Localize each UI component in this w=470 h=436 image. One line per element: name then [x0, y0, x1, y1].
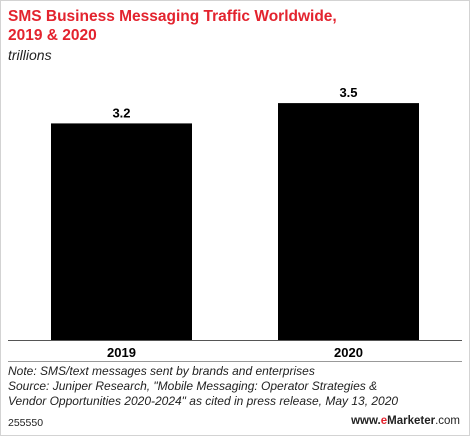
brand-logo[interactable]: www.eMarketer.com	[351, 415, 460, 427]
bar-2019	[51, 123, 192, 340]
data-label-2019: 3.2	[112, 105, 130, 120]
x-tick-label-2020: 2020	[334, 345, 363, 360]
chart-subtitle: trillions	[8, 47, 52, 63]
data-label-2020: 3.5	[339, 85, 357, 100]
bar-2020	[278, 103, 419, 340]
x-tick-label-2019: 2019	[107, 345, 136, 360]
brand-e: e	[380, 415, 388, 427]
brand-prefix: www.	[351, 415, 381, 427]
brand-name: Marketer	[387, 415, 436, 427]
source-text-line-2: Vendor Opportunities 2020-2024" as cited…	[8, 394, 399, 408]
note-text: Note: SMS/text messages sent by brands a…	[8, 364, 315, 378]
brand-suffix: .com	[435, 415, 460, 427]
chart-notes: Note: SMS/text messages sent by brands a…	[8, 364, 463, 409]
source-text-line-1: Source: Juniper Research, "Mobile Messag…	[8, 379, 378, 393]
chart-title: SMS Business Messaging Traffic Worldwide…	[8, 7, 448, 45]
chart-title-line-1: SMS Business Messaging Traffic Worldwide…	[8, 8, 337, 25]
chart-title-line-2: 2019 & 2020	[8, 27, 97, 44]
chart-id: 255550	[8, 417, 44, 429]
